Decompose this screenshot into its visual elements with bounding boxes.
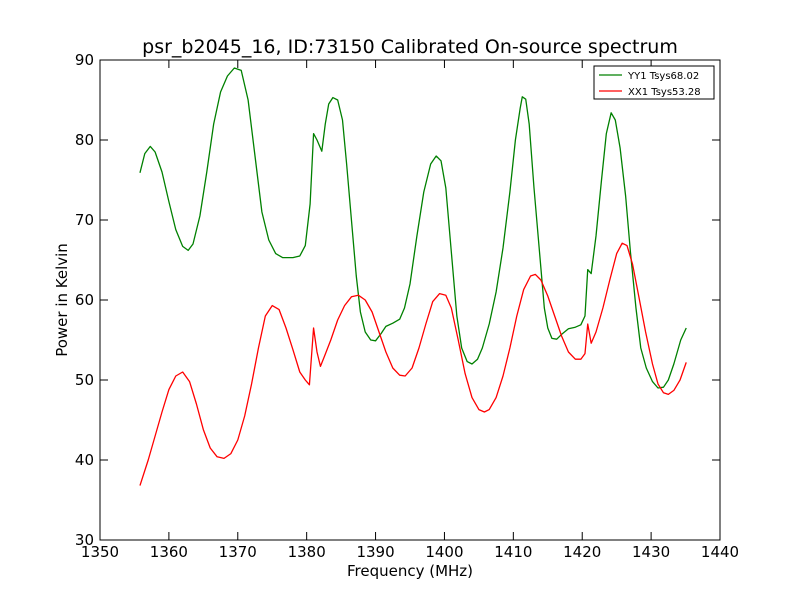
- y-axis-ticks: 30 40 50 60 70 80 90: [75, 51, 720, 549]
- series-layer: [139, 67, 687, 486]
- x-tick-label: 1410: [494, 543, 532, 561]
- y-tick-label: 70: [75, 211, 94, 229]
- x-tick-label: 1400: [425, 543, 463, 561]
- x-tick-label: 1360: [150, 543, 188, 561]
- x-axis-ticks: 1350 1360 1370 1380 1390 1400 1410 1420 1430 1440: [81, 60, 739, 561]
- x-tick-label: 1390: [356, 543, 394, 561]
- legend-label-xx1: XX1 Tsys53.28: [628, 87, 701, 98]
- legend-label-yy1: YY1 Tsys68.02: [627, 71, 699, 82]
- series-line-yy1: [139, 67, 687, 389]
- y-tick-label: 60: [75, 291, 94, 309]
- y-axis-label: Power in Kelvin: [53, 243, 71, 357]
- x-tick-label: 1350: [81, 543, 119, 561]
- y-tick-label: 40: [75, 451, 94, 469]
- x-axis-label: Frequency (MHz): [347, 562, 473, 580]
- chart-title: psr_b2045_16, ID:73150 Calibrated On-sou…: [142, 36, 678, 58]
- legend: YY1 Tsys68.02 XX1 Tsys53.28: [593, 65, 715, 100]
- x-tick-label: 1370: [219, 543, 257, 561]
- y-tick-label: 80: [75, 131, 94, 149]
- x-tick-label: 1440: [701, 543, 739, 561]
- legend-box: [593, 65, 715, 100]
- plot-background: [100, 60, 720, 540]
- y-tick-label: 50: [75, 371, 94, 389]
- plot-area: [99, 59, 721, 541]
- y-tick-label: 30: [75, 531, 94, 549]
- series-line-xx1: [139, 242, 687, 486]
- y-tick-label: 90: [75, 51, 94, 69]
- x-tick-label: 1380: [288, 543, 326, 561]
- x-tick-label: 1420: [563, 543, 601, 561]
- x-tick-label: 1430: [632, 543, 670, 561]
